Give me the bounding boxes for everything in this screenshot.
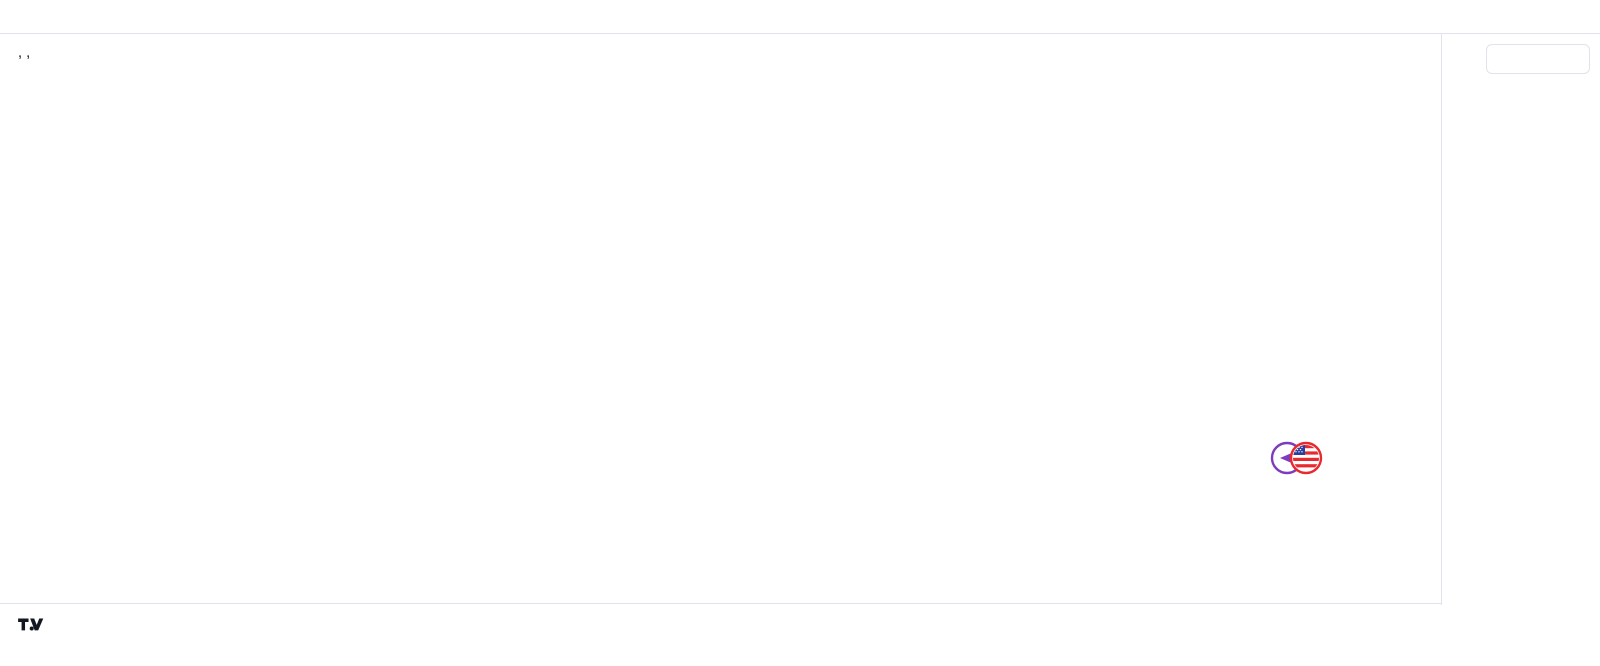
chart-frame: , , bbox=[0, 33, 1600, 605]
footer-branding[interactable] bbox=[18, 616, 55, 638]
tradingview-logo-icon bbox=[18, 616, 46, 638]
chart-canvas bbox=[0, 34, 1441, 605]
channel-watermark-badge bbox=[1266, 438, 1328, 478]
symbol-legend[interactable]: , , bbox=[18, 45, 35, 61]
currency-button[interactable] bbox=[1486, 44, 1590, 74]
price-axis[interactable] bbox=[1441, 34, 1600, 605]
time-axis[interactable] bbox=[0, 604, 1600, 634]
publisher-bar bbox=[0, 0, 1600, 33]
rsi-legend[interactable] bbox=[18, 486, 90, 502]
macd-legend[interactable] bbox=[18, 528, 45, 544]
chart-plot-area[interactable] bbox=[0, 34, 1441, 605]
